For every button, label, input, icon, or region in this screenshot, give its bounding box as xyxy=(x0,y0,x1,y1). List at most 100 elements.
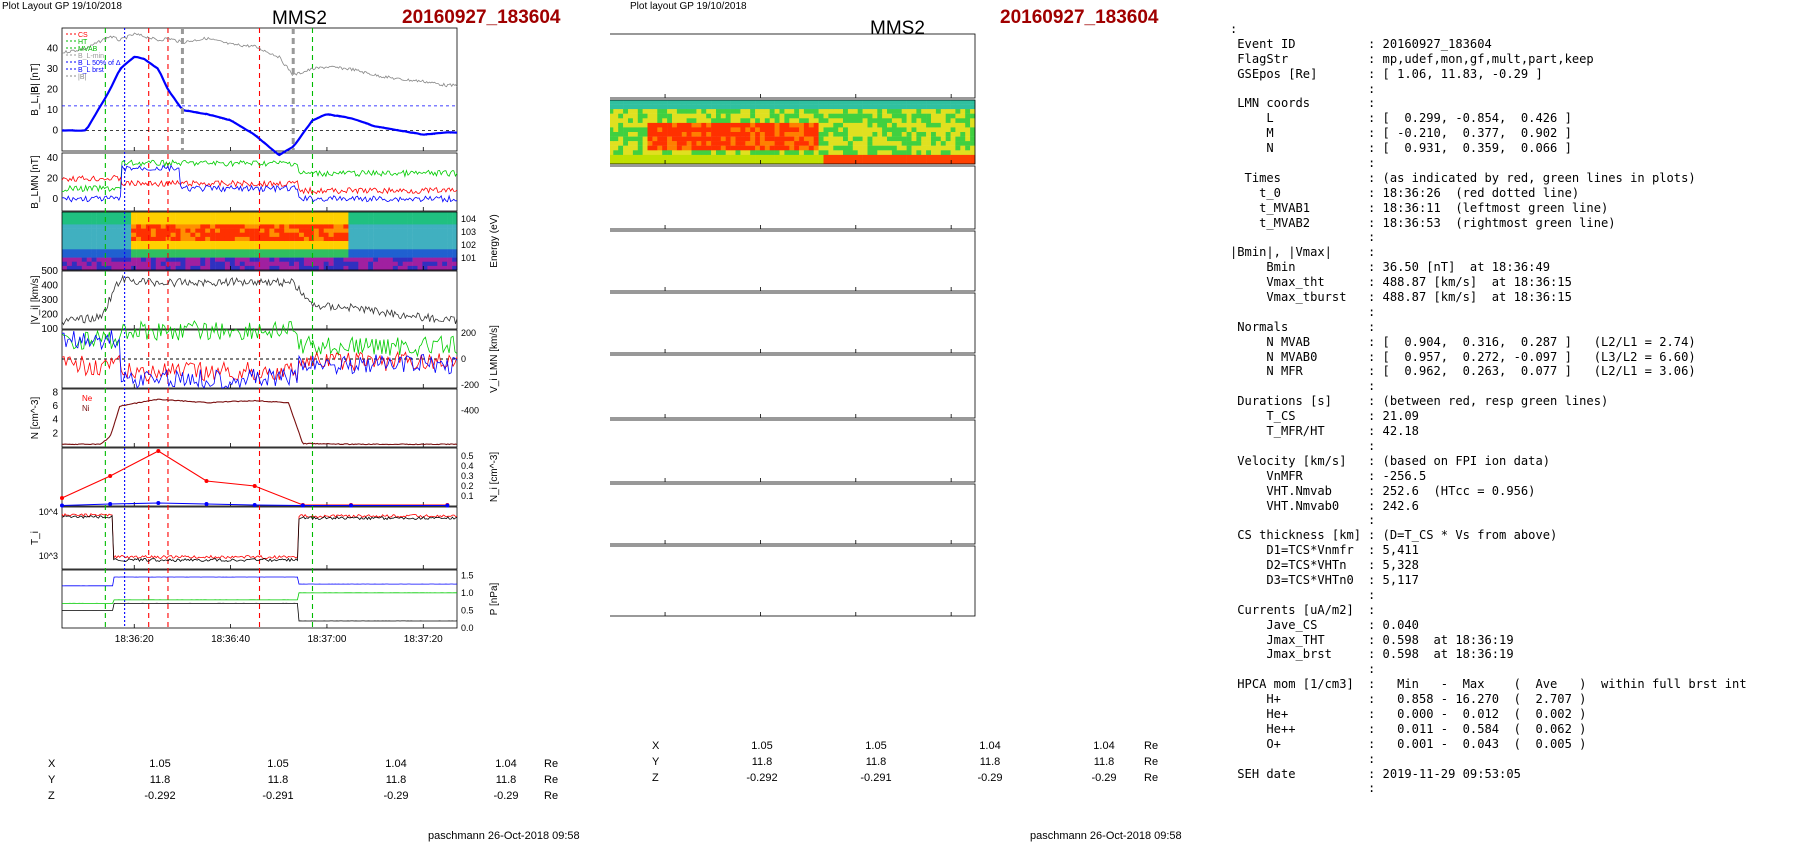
spectrogram-cell xyxy=(224,216,231,221)
summary-line: : xyxy=(1230,662,1800,677)
spectrogram-cell xyxy=(299,220,305,225)
spectrogram-cell xyxy=(711,100,717,105)
spectrogram-cell xyxy=(838,122,844,128)
spectrogram-cell xyxy=(921,104,927,110)
spectrogram-cell xyxy=(145,249,152,254)
spectrogram-cell xyxy=(363,249,369,254)
spectrogram-cell xyxy=(965,104,971,110)
spectrogram-cell xyxy=(437,224,443,229)
spectrogram-cell xyxy=(657,122,663,128)
spectrogram-cell xyxy=(901,113,907,119)
spectrogram-cell xyxy=(828,104,834,110)
spectrogram-cell xyxy=(175,216,181,221)
spectrogram-cell xyxy=(205,232,211,238)
spectrogram-cell xyxy=(96,216,102,221)
spectrogram-cell xyxy=(769,127,775,133)
spectrogram-cell xyxy=(274,236,280,242)
spectrogram-cell xyxy=(931,132,937,137)
spectrogram-cell xyxy=(847,145,854,151)
spectrogram-cell xyxy=(437,228,443,234)
spectrogram-cell xyxy=(613,100,619,105)
spectrogram-cell xyxy=(808,113,814,119)
spectrogram-cell xyxy=(725,122,731,128)
spectrogram-cell xyxy=(392,253,398,258)
spectrogram-cell xyxy=(378,241,384,246)
spectrogram-cell xyxy=(343,249,349,254)
spectrogram-cell xyxy=(289,220,295,225)
spectrogram-cell xyxy=(338,245,344,250)
spectrogram-cell xyxy=(215,249,221,254)
spectrogram-cell xyxy=(799,136,805,142)
spectrogram-cell xyxy=(764,104,770,110)
spectrogram-cell xyxy=(632,159,639,165)
spectrogram-cell xyxy=(652,109,658,114)
spectrogram-cell xyxy=(407,236,413,242)
spectrogram-cell xyxy=(716,127,722,133)
spectrogram-cell xyxy=(175,253,181,258)
spectrogram-cell xyxy=(818,141,824,146)
spectrogram-cell xyxy=(210,216,216,221)
spectrogram-cell xyxy=(264,220,270,225)
spectrogram-cell xyxy=(735,154,741,160)
spectrogram-cell xyxy=(190,249,196,254)
spectrogram-cell xyxy=(818,136,824,142)
spectrogram-cell xyxy=(447,265,453,271)
spectrogram-cell xyxy=(740,109,746,114)
legend-label: HT xyxy=(78,39,88,46)
spectrogram-cell xyxy=(613,122,619,128)
spectrogram-cell xyxy=(862,154,868,160)
spectrogram-cell xyxy=(397,220,403,225)
spectrogram-cell xyxy=(126,261,132,267)
spectrogram-cell xyxy=(126,228,132,234)
y-tick-label: 1.5 xyxy=(461,570,474,580)
spectrogram-cell xyxy=(269,216,275,221)
spectrogram-cell xyxy=(313,220,319,225)
spectrogram-cell xyxy=(121,249,127,254)
spectrogram-cell xyxy=(828,136,834,142)
spectrogram-cell xyxy=(818,100,824,105)
spectrogram-cell xyxy=(759,145,766,151)
spectrogram-cell xyxy=(720,113,726,119)
spectrogram-cell xyxy=(735,159,741,165)
spectrogram-cell xyxy=(676,159,683,165)
spectrogram-cell xyxy=(190,265,196,271)
spectrogram-cell xyxy=(160,236,166,242)
spectrogram-cell xyxy=(66,216,73,221)
spectrogram-cell xyxy=(452,212,458,217)
spectrogram-cell xyxy=(382,224,389,229)
spectrogram-cell xyxy=(368,261,374,267)
spectrogram-cell xyxy=(397,216,403,221)
spectrogram-cell xyxy=(422,232,428,238)
spectrogram-cell xyxy=(891,145,898,151)
spectrogram-cell xyxy=(348,265,354,271)
spectrogram-cell xyxy=(779,127,785,133)
spectrogram-cell xyxy=(417,216,423,221)
spectrogram-cell xyxy=(940,113,946,119)
spectrogram-cell xyxy=(254,212,260,217)
spectrogram-cell xyxy=(397,261,403,267)
spectrogram-cell xyxy=(926,136,932,142)
spectrogram-cell xyxy=(862,122,868,128)
spectrogram-cell xyxy=(970,100,976,105)
spectrogram-cell xyxy=(838,109,844,114)
spectrogram-cell xyxy=(239,224,245,229)
spectrogram-cell xyxy=(906,109,912,114)
spectrogram-cell xyxy=(220,241,226,246)
spectrogram-cell xyxy=(239,228,245,234)
spectrogram-cell xyxy=(348,261,354,267)
spectrogram-cell xyxy=(289,245,295,250)
spectrogram-cell xyxy=(803,118,810,124)
spectrogram-cell xyxy=(725,127,731,133)
spectrogram-cell xyxy=(745,141,751,146)
spectrogram-cell xyxy=(313,249,319,254)
spectrogram-cell xyxy=(779,136,785,142)
spectrogram-cell xyxy=(155,253,161,258)
spectrogram-cell xyxy=(81,212,87,217)
spectrogram-cell xyxy=(803,109,810,114)
spectrogram-cell xyxy=(623,113,629,119)
spectrogram-cell xyxy=(323,212,329,217)
spectrogram-cell xyxy=(662,132,668,137)
spectrogram-cell xyxy=(269,236,275,242)
spectrogram-cell xyxy=(86,261,92,267)
spectrogram-cell xyxy=(417,232,423,238)
